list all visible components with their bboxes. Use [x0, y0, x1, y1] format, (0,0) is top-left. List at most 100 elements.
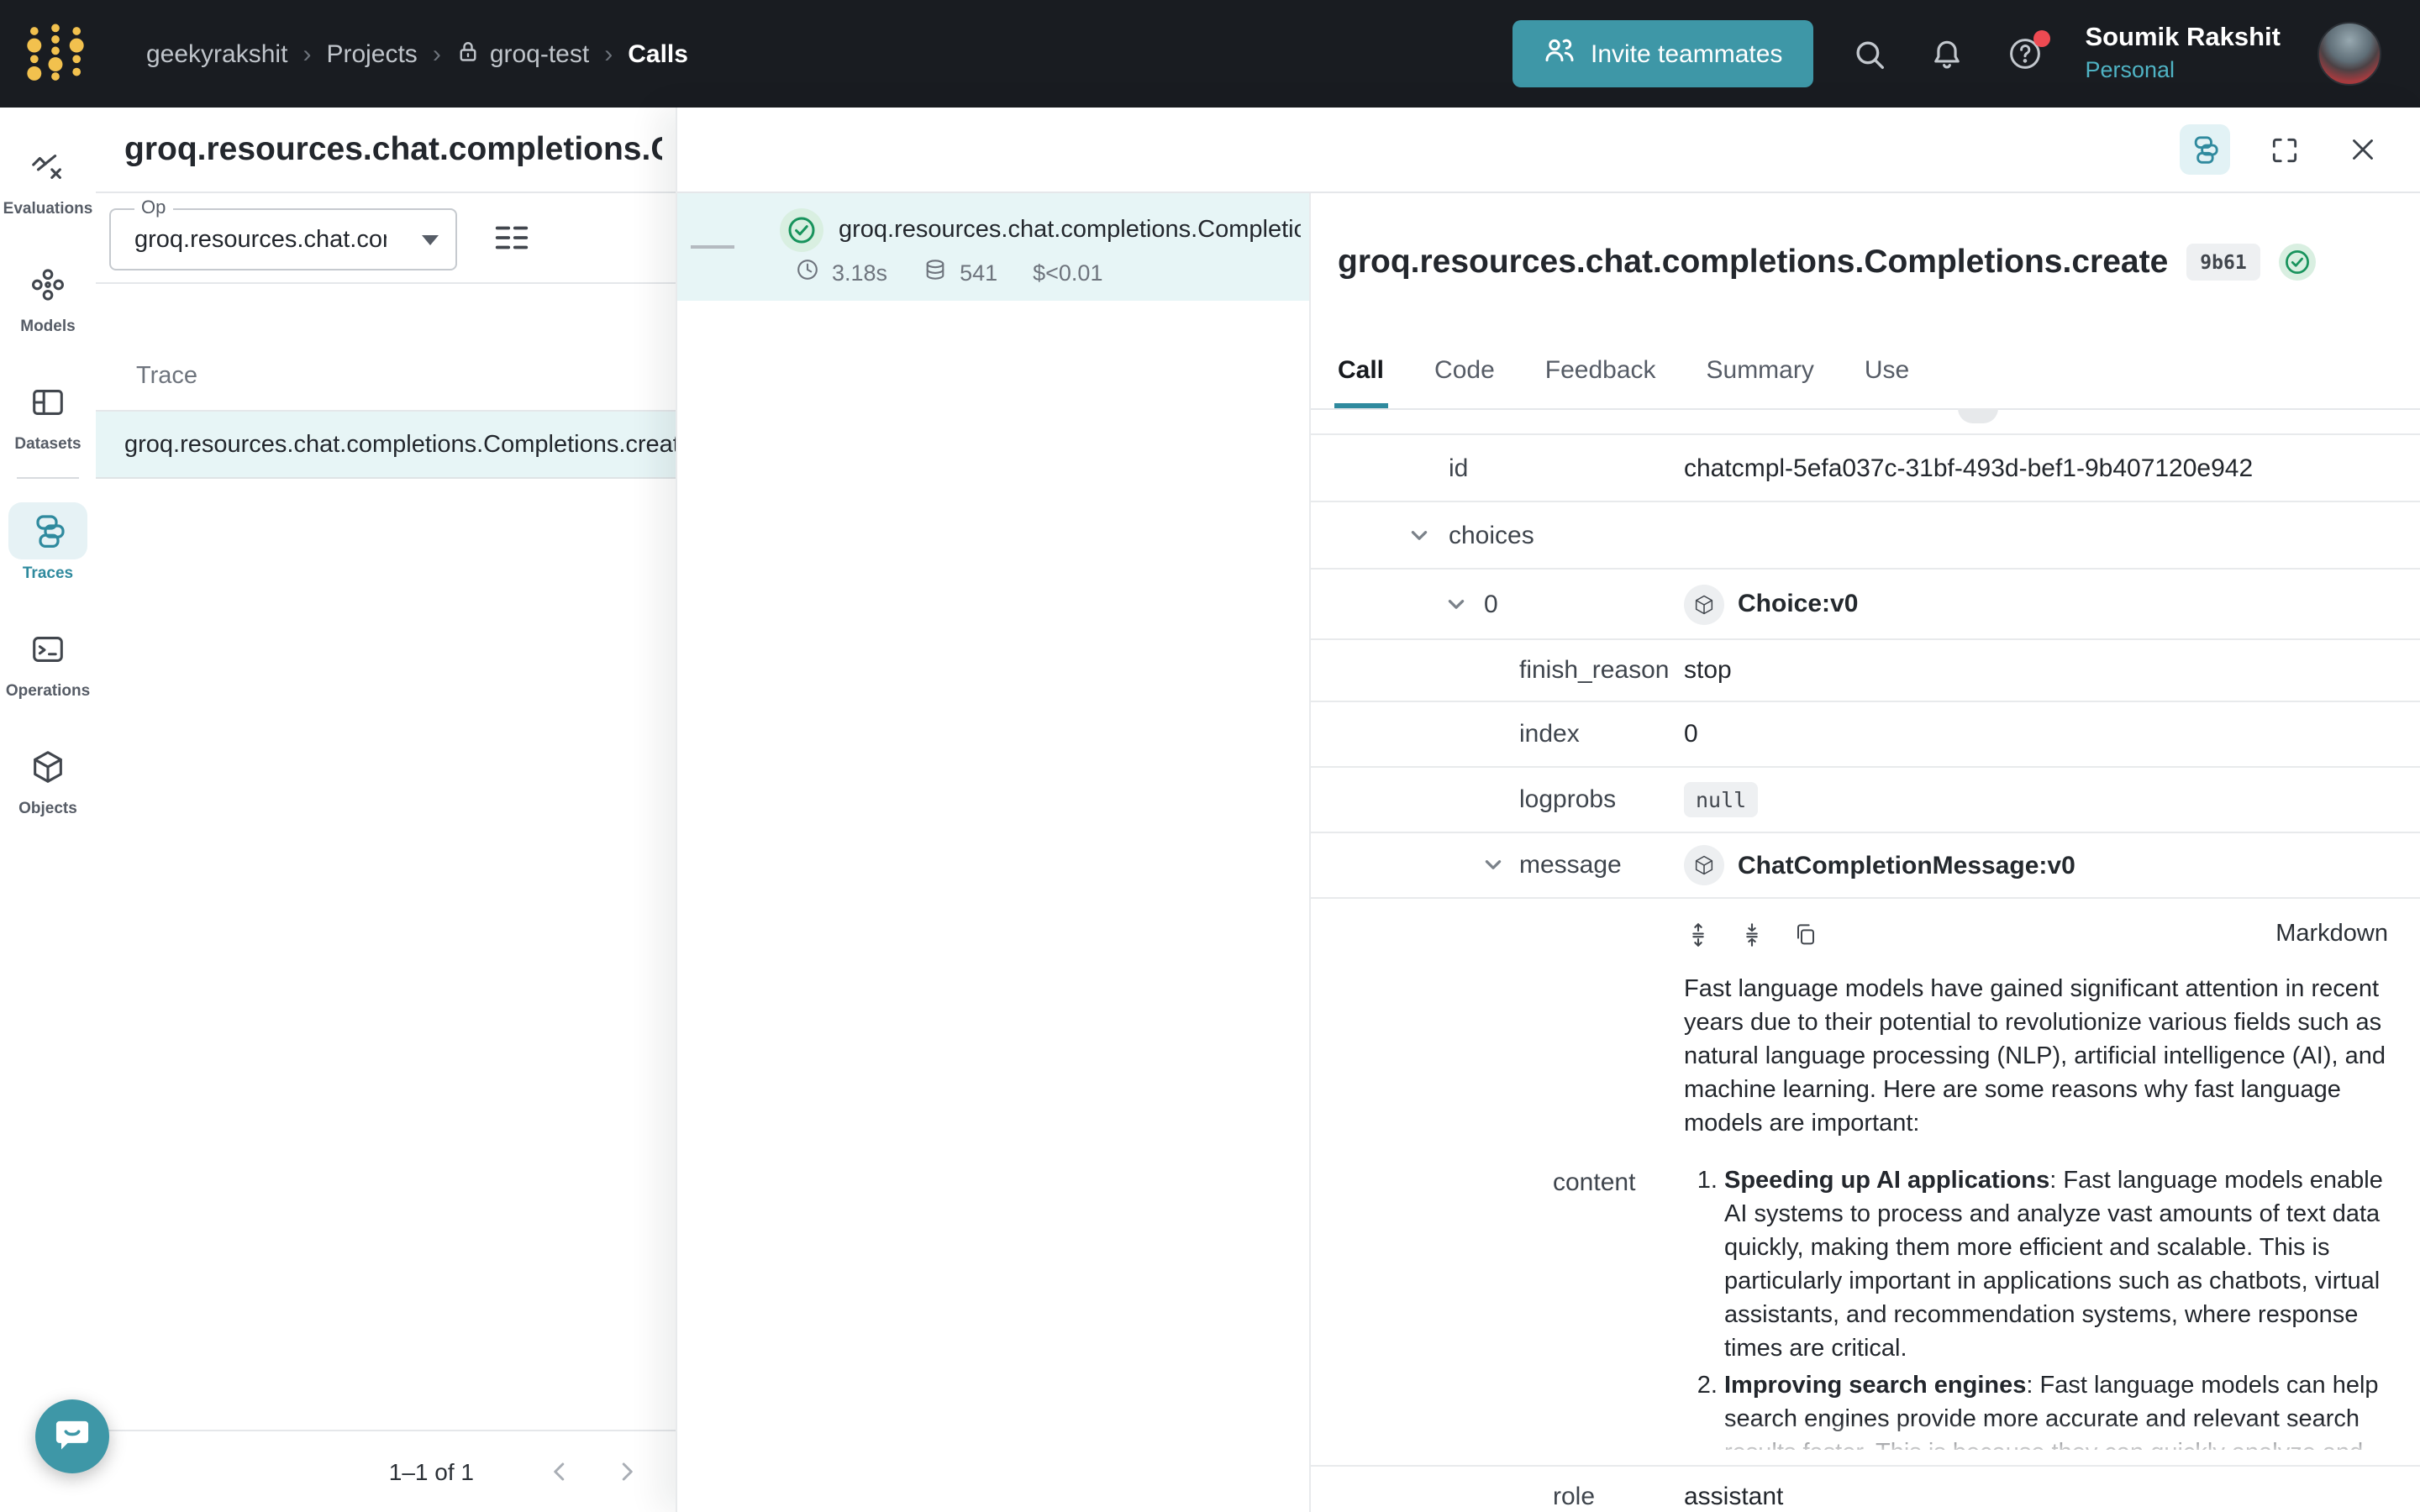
list-item: Speeding up AI applications: Fast langua… [1724, 1164, 2393, 1366]
prev-page-icon[interactable] [538, 1450, 581, 1494]
tab-call[interactable]: Call [1334, 331, 1387, 408]
trace-tree-icon [2194, 136, 2218, 164]
close-icon [2353, 139, 2373, 160]
calls-panel: groq.resources.chat.completions.Completi… [96, 108, 676, 1512]
objects-icon [8, 738, 87, 795]
copy-icon[interactable] [1791, 921, 1818, 948]
show-trace-tree-button[interactable] [2180, 124, 2230, 175]
avatar[interactable] [2317, 22, 2381, 86]
call-drawer: groq.resources.chat.completions.Completi… [676, 108, 2420, 1512]
left-sidebar: Evaluations Models Datasets Traces [0, 108, 97, 1512]
tab-summary[interactable]: Summary [1706, 355, 1814, 384]
lock-icon [456, 38, 481, 70]
attr-row-finish-reason: finish_reason stop [1311, 640, 2420, 702]
page-title-row: groq.resources.chat.completions.Completi… [96, 108, 676, 193]
call-title: groq.resources.chat.completions.Completi… [1338, 243, 2169, 280]
trace-tokens: 541 [960, 260, 998, 285]
sidebar-item-datasets[interactable]: Datasets [8, 373, 87, 454]
top-navbar: geekyrakshit › Projects › groq-test › Ca… [0, 0, 2420, 108]
breadcrumb-calls[interactable]: Calls [628, 39, 688, 68]
attr-row-id: id chatcmpl-5efa037c-31bf-493d-bef1-9b40… [1311, 435, 2420, 502]
sidebar-item-operations[interactable]: Operations [6, 620, 90, 701]
id-value: chatcmpl-5efa037c-31bf-493d-bef1-9b40712… [1684, 454, 2254, 482]
content-paragraph: Fast language models have gained signifi… [1684, 976, 2386, 1137]
invite-teammates-button[interactable]: Invite teammates [1512, 20, 1813, 87]
op-filter-select[interactable]: Op groq.resources.chat.completi… [109, 198, 457, 270]
call-detail-panel: groq.resources.chat.completions.Completi… [1311, 193, 2420, 1512]
content-fade-overlay [1684, 1421, 2395, 1465]
timeline-bar [691, 245, 734, 249]
chevron-down-icon [422, 234, 439, 244]
trace-cost: $<0.01 [1033, 260, 1103, 285]
help-icon[interactable] [2004, 30, 2050, 74]
datasets-icon [8, 373, 87, 430]
trace-tree-panel: groq.resources.chat.completions.Completi… [677, 193, 1311, 1512]
call-attributes-table: id chatcmpl-5efa037c-31bf-493d-bef1-9b40… [1311, 410, 2420, 1512]
user-menu[interactable]: Soumik Rakshit Personal [2085, 24, 2281, 84]
wandb-logo-icon[interactable] [25, 22, 86, 86]
tab-use[interactable]: Use [1864, 355, 1910, 384]
attr-row-index: index 0 [1311, 702, 2420, 768]
null-chip: null [1684, 782, 1759, 817]
breadcrumb-entity[interactable]: geekyrakshit [146, 39, 288, 68]
pagination-range: 1–1 of 1 [388, 1458, 474, 1485]
scroll-handle[interactable] [1958, 408, 1998, 423]
breadcrumb-separator: › [604, 39, 613, 68]
close-drawer-button[interactable] [2338, 124, 2388, 175]
attr-row-choice0: 0 Choice:v0 [1311, 570, 2420, 640]
tab-code[interactable]: Code [1434, 355, 1495, 384]
content-list: Speeding up AI applications: Fast langua… [1684, 1164, 2393, 1450]
trace-duration: 3.18s [832, 260, 888, 285]
user-name: Soumik Rakshit [2085, 24, 2281, 53]
attr-row-choices: choices [1311, 502, 2420, 570]
pagination-bar: 1–1 of 1 [96, 1430, 676, 1512]
format-toggle-markdown[interactable]: Markdown [2275, 921, 2388, 948]
filter-bar: Op groq.resources.chat.completi… [96, 193, 676, 284]
choice-object-link[interactable]: Choice:v0 [1684, 584, 1858, 624]
user-workspace: Personal [2085, 57, 2175, 83]
trace-tree-call-row[interactable]: groq.resources.chat.completions.Completi… [677, 193, 1309, 301]
sidebar-divider [17, 477, 79, 479]
op-filter-label: Op [134, 198, 173, 218]
table-row[interactable]: groq.resources.chat.completions.Completi… [96, 412, 676, 479]
next-page-icon[interactable] [605, 1450, 649, 1494]
expand-text-icon[interactable] [1684, 920, 1712, 948]
attr-row-logprobs: logprobs null [1311, 768, 2420, 833]
notification-dot [2033, 30, 2050, 47]
sidebar-item-evaluations[interactable]: Evaluations [3, 138, 92, 218]
content-toolbar: Markdown [1684, 912, 2388, 956]
success-check-icon [780, 208, 823, 252]
search-icon[interactable] [1849, 34, 1890, 74]
sidebar-item-models[interactable]: Models [8, 255, 87, 336]
trace-call-meta: 3.18s 541 $<0.01 [795, 257, 1102, 287]
sidebar-item-objects[interactable]: Objects [8, 738, 87, 818]
fullscreen-button[interactable] [2259, 124, 2309, 175]
attr-row-role: role assistant [1311, 1467, 2420, 1512]
drawer-header [677, 108, 2420, 193]
notifications-bell-icon[interactable] [1927, 34, 1967, 74]
object-cube-icon [1684, 584, 1724, 624]
trace-column-header: Trace [96, 334, 676, 412]
breadcrumb-separator: › [302, 39, 312, 68]
message-object-link[interactable]: ChatCompletionMessage:v0 [1684, 845, 2075, 885]
breadcrumb-project[interactable]: groq-test [456, 38, 589, 70]
breadcrumb-projects[interactable]: Projects [326, 39, 418, 68]
page-title: groq.resources.chat.completions.Completi… [124, 130, 662, 167]
evaluations-icon [8, 138, 87, 195]
attr-row-message: message ChatCompletionMessage:v0 [1311, 833, 2420, 899]
models-icon [8, 255, 87, 312]
tokens-icon [923, 257, 948, 287]
call-id-badge[interactable]: 9b61 [2186, 244, 2260, 281]
chat-bubble-icon [50, 1410, 94, 1462]
support-chat-button[interactable] [35, 1399, 109, 1473]
breadcrumb-separator: › [432, 39, 441, 68]
sidebar-item-traces[interactable]: Traces [8, 502, 87, 583]
manage-columns-icon[interactable] [492, 218, 531, 265]
collapse-chevron-icon[interactable] [1445, 593, 1467, 615]
collapse-chevron-icon[interactable] [1482, 854, 1504, 876]
collapse-text-icon[interactable] [1738, 920, 1766, 948]
message-content-markdown: Fast language models have gained signifi… [1684, 973, 2393, 1450]
operations-icon [8, 620, 87, 677]
tab-feedback[interactable]: Feedback [1544, 355, 1656, 384]
collapse-chevron-icon[interactable] [1408, 524, 1430, 546]
